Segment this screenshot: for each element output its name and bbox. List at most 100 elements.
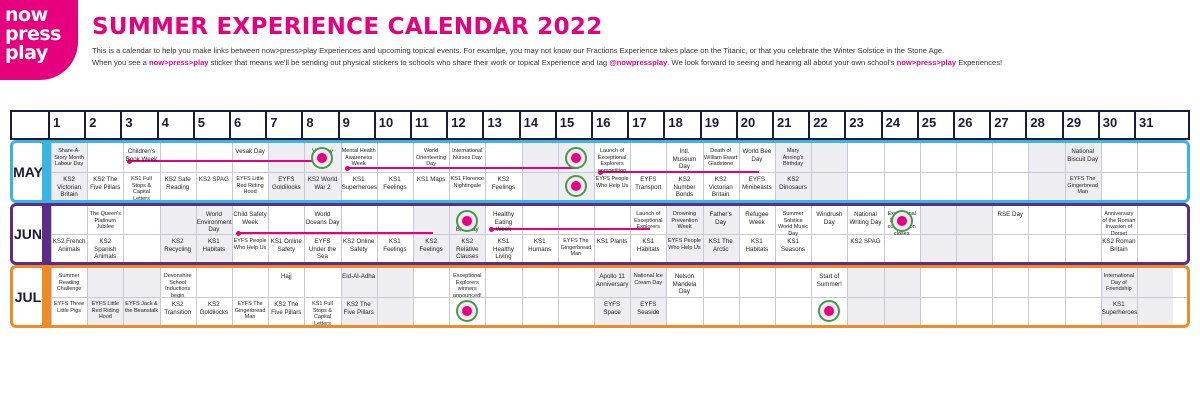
may-day-cell <box>268 143 305 200</box>
may-day-cell <box>485 143 521 200</box>
jun-bottom-event: KS1 The Arctic <box>708 238 733 253</box>
jul-day-cell <box>956 268 992 325</box>
may-bottom-event: KS2 Dinosaurs <box>779 176 808 191</box>
jun-bottom-event: KS2 SPAG <box>850 238 881 245</box>
day-header-12: 12 <box>446 112 482 138</box>
jul-day-cell <box>449 268 485 325</box>
jun-top-event: Summer Solstice World Music Day <box>778 211 809 237</box>
may-month-label: MAY <box>13 163 43 180</box>
jul-month-label: JUL <box>14 288 42 305</box>
jul-day-cell <box>485 268 521 325</box>
day-header-16: 16 <box>591 112 627 138</box>
may-day-cell <box>123 143 159 200</box>
day-header-29: 29 <box>1061 112 1098 138</box>
day-header-3: 3 <box>120 112 156 138</box>
jul-day-cell <box>666 268 702 325</box>
jul-bottom-event: KS1 Full Stops & Capital Letters <box>312 301 333 327</box>
jun-side-stripe <box>42 206 51 262</box>
may-bottom-event: KS2 Number Bonds <box>673 176 696 198</box>
may-bottom-event: EYFS The Gingerbread Man <box>1067 176 1098 195</box>
day-header-9: 9 <box>337 112 374 138</box>
day-header-10: 10 <box>373 112 410 138</box>
jul-day-cell <box>1028 268 1064 325</box>
jun-top-event: Drowning Prevention Week <box>671 211 698 230</box>
now-press-play-logo: now press play <box>0 0 78 80</box>
jun-bottom-event: KS1 Habitats <box>745 238 769 253</box>
month-jun: JUN The Queen's Platinum Jubilee World Env… <box>10 203 1190 265</box>
jul-bottom-event: KS2 Goldilocks <box>199 301 229 316</box>
jun-bottom-event: KS1 Feelings <box>383 238 407 253</box>
jul-day-cell <box>51 268 87 325</box>
may-day-cell <box>1137 143 1173 200</box>
now-press-play-sticker-icon <box>564 147 587 169</box>
may-top-event: Intl. Museum Day <box>672 148 697 170</box>
jul-top-event: Summer Reading Challenge <box>56 273 82 292</box>
jul-side-stripe <box>42 268 51 325</box>
may-bottom-event: EYFS Minibeasts <box>742 176 772 191</box>
may-day-cell <box>159 143 196 200</box>
jun-bottom-event: KS2 French Animals <box>52 238 86 253</box>
jun-bottom-event: KS1 Habitats <box>202 238 226 253</box>
jun-bottom-event: KS2 Recycling <box>164 238 192 253</box>
may-bottom-event: KS1 Feelings <box>383 176 407 191</box>
day-header-31: 31 <box>1134 112 1170 138</box>
may-bottom-event: EYFS Goldilocks <box>272 176 301 191</box>
may-bottom-event: KS1 Maps <box>416 176 446 183</box>
may-day-cell <box>87 143 123 200</box>
now-press-play-sticker-icon <box>890 210 913 232</box>
day-header-28: 28 <box>1025 112 1061 138</box>
jun-top-event: National Writing Day <box>849 211 882 226</box>
jun-bottom-event: KS1 Healthy Living <box>492 238 514 260</box>
jun-bottom-event: EYFS The Gingerbread Man <box>560 238 592 257</box>
jun-top-event: Windrush Day <box>816 211 843 226</box>
day-header-22: 22 <box>808 112 844 138</box>
jul-day-cell <box>1137 268 1174 325</box>
jun-top-event: The Queen's Platinum Jubilee <box>89 211 121 230</box>
now-press-play-sticker-icon <box>818 300 841 322</box>
jun-top-event: Refugee Week <box>745 211 769 226</box>
jul-day-cell <box>594 268 631 325</box>
day-header-17: 17 <box>627 112 663 138</box>
jul-top-event: Apollo 11 Anniversary <box>595 273 629 288</box>
may-day-cell <box>1100 143 1137 200</box>
may-top-event: National Biscuit Day <box>1067 148 1099 163</box>
jun-bottom-event: KS1 Humans <box>528 238 552 253</box>
jun-bottom-event: KS2 Feelings <box>419 238 443 253</box>
jul-day-cell <box>521 268 558 325</box>
logo-line-2: press <box>5 23 61 45</box>
jul-day-cell <box>738 268 775 325</box>
jul-bottom-event: EYFS Jack & the Beanstalk <box>124 301 159 314</box>
day-header-18: 18 <box>663 112 699 138</box>
jun-top-event: Child Safety Week <box>233 211 267 226</box>
jul-day-cell <box>304 268 340 325</box>
sticker-center <box>570 153 581 163</box>
sticker-center <box>462 306 473 316</box>
day-header-23: 23 <box>844 112 880 138</box>
jul-top-event: Hajj <box>280 273 292 280</box>
may-top-event: Mental Health Awareness Week <box>341 148 376 167</box>
jul-day-grid <box>51 268 1187 325</box>
jul-day-cell <box>847 268 884 325</box>
jun-top-event: Healthy Eating Week <box>492 211 514 233</box>
jul-bottom-event: EYFS Little Red Riding Hood <box>91 301 120 320</box>
sticker-center <box>570 181 581 191</box>
jul-day-cell <box>159 268 196 325</box>
jun-top-event: Father's Day <box>709 211 732 226</box>
jul-bottom-event: KS2 The Five Pillars <box>271 301 302 316</box>
may-event-span-dot <box>127 158 133 164</box>
may-day-grid <box>51 143 1187 200</box>
may-top-event: International Nurses Day <box>452 148 483 161</box>
may-top-event: Launch of Exceptional Explorers competit… <box>597 148 627 174</box>
jul-day-cell <box>268 268 304 325</box>
jun-top-event: RSE Day <box>997 211 1023 218</box>
may-event-span-bar <box>346 167 578 169</box>
jul-day-cell <box>1064 268 1101 325</box>
now-press-play-sticker-icon <box>456 300 479 322</box>
jun-bottom-event: KS2 Roman Britain <box>1102 238 1136 253</box>
jul-day-cell <box>919 268 956 325</box>
jun-bottom-event: EYFS People Who Help Us <box>667 238 701 251</box>
may-day-cell <box>775 143 812 200</box>
jun-bottom-event: KS2 Online Safety <box>343 238 375 253</box>
may-top-event: Share-A-Story Month Labour Day <box>54 148 84 167</box>
may-bottom-event: KS2 The Five Pillars <box>90 176 121 191</box>
